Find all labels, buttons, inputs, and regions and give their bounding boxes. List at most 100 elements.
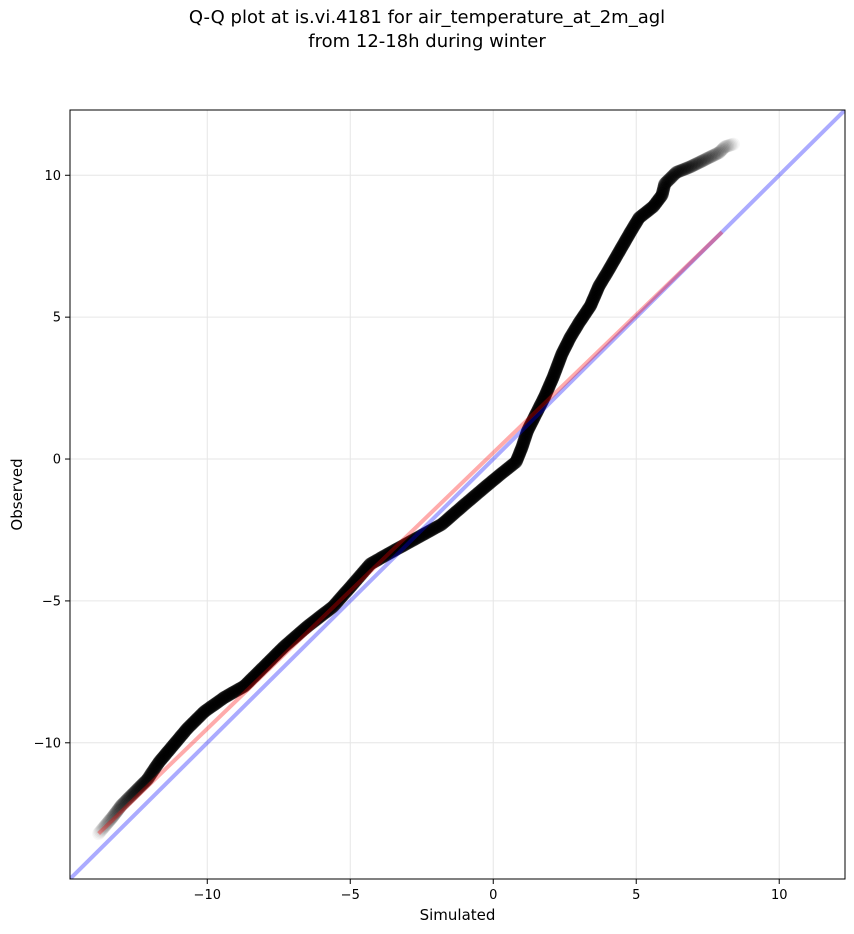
data-point (282, 635, 296, 649)
data-point (542, 380, 556, 394)
data-point (631, 212, 645, 226)
x-tick-label: 10 (771, 888, 788, 903)
data-point (143, 769, 157, 783)
data-point (128, 785, 142, 799)
data-point (164, 741, 178, 755)
data-point (288, 630, 302, 644)
data-point (461, 494, 475, 508)
data-point (366, 555, 380, 569)
data-point (583, 300, 597, 314)
data-point (624, 224, 638, 238)
data-point (96, 822, 110, 836)
data-point (134, 779, 148, 793)
data-point (239, 678, 253, 692)
data-point (428, 521, 442, 535)
data-point (605, 258, 619, 272)
data-point (484, 475, 498, 489)
data-point (604, 259, 618, 273)
data-point (715, 143, 728, 157)
data-point (465, 491, 479, 505)
data-point (553, 352, 567, 366)
data-point (564, 329, 578, 343)
data-point (656, 183, 670, 197)
data-point (450, 504, 464, 518)
data-point (326, 600, 340, 614)
data-point (137, 776, 151, 790)
data-point (365, 556, 379, 570)
data-point (526, 414, 540, 428)
data-point (95, 823, 109, 837)
data-point (669, 165, 683, 179)
data-point (150, 758, 164, 772)
y-axis-label: Observed (8, 458, 26, 530)
data-point (292, 627, 306, 641)
data-point (727, 138, 740, 151)
data-point (388, 543, 402, 557)
data-point (666, 169, 680, 183)
data-point (709, 147, 723, 161)
data-point (540, 384, 554, 398)
data-point (547, 367, 561, 381)
data-point (296, 624, 309, 638)
data-point (303, 618, 317, 631)
data-point (647, 198, 661, 212)
data-point (501, 461, 515, 475)
data-point (587, 290, 601, 304)
data-point (191, 711, 204, 725)
data-point (184, 718, 198, 732)
data-point (588, 289, 602, 303)
data-point (500, 462, 514, 476)
data-point (316, 608, 330, 621)
data-point (194, 708, 208, 722)
data-point (195, 707, 209, 721)
data-point (547, 368, 561, 382)
data-point (329, 596, 343, 610)
data-point (584, 297, 598, 311)
data-point (408, 532, 422, 546)
data-point (118, 795, 132, 809)
data-point (503, 460, 517, 474)
data-point (689, 157, 703, 171)
data-point (515, 441, 529, 455)
data-point (616, 238, 630, 252)
data-point (574, 313, 588, 327)
data-point (385, 545, 399, 559)
data-point (626, 221, 640, 235)
data-point (281, 636, 295, 650)
data-point (349, 573, 363, 587)
data-point (380, 547, 394, 561)
data-point (550, 359, 564, 373)
data-point (705, 149, 719, 163)
data-point (565, 327, 579, 341)
data-point (510, 452, 524, 466)
data-point (123, 790, 136, 804)
data-point (390, 542, 404, 556)
data-point (599, 268, 613, 282)
data-point (146, 764, 160, 777)
data-point (102, 814, 116, 828)
data-point (260, 657, 274, 671)
data-point (415, 528, 429, 542)
data-point (321, 604, 335, 618)
data-point (654, 189, 668, 203)
data-point (649, 196, 663, 210)
data-point (560, 337, 574, 351)
data-point (559, 340, 572, 354)
data-point (659, 176, 673, 190)
data-point (554, 349, 568, 363)
data-point (156, 751, 170, 765)
data-point (536, 392, 550, 406)
data-point (203, 701, 217, 715)
data-point (115, 798, 128, 812)
data-point (339, 585, 353, 599)
data-point (141, 771, 155, 785)
data-point (103, 813, 117, 827)
data-point (546, 371, 560, 385)
data-point (383, 546, 397, 560)
data-point (471, 486, 485, 500)
data-point (413, 529, 427, 543)
data-point (317, 607, 331, 620)
data-point (682, 160, 696, 174)
data-point (325, 601, 339, 615)
data-point (423, 524, 437, 538)
